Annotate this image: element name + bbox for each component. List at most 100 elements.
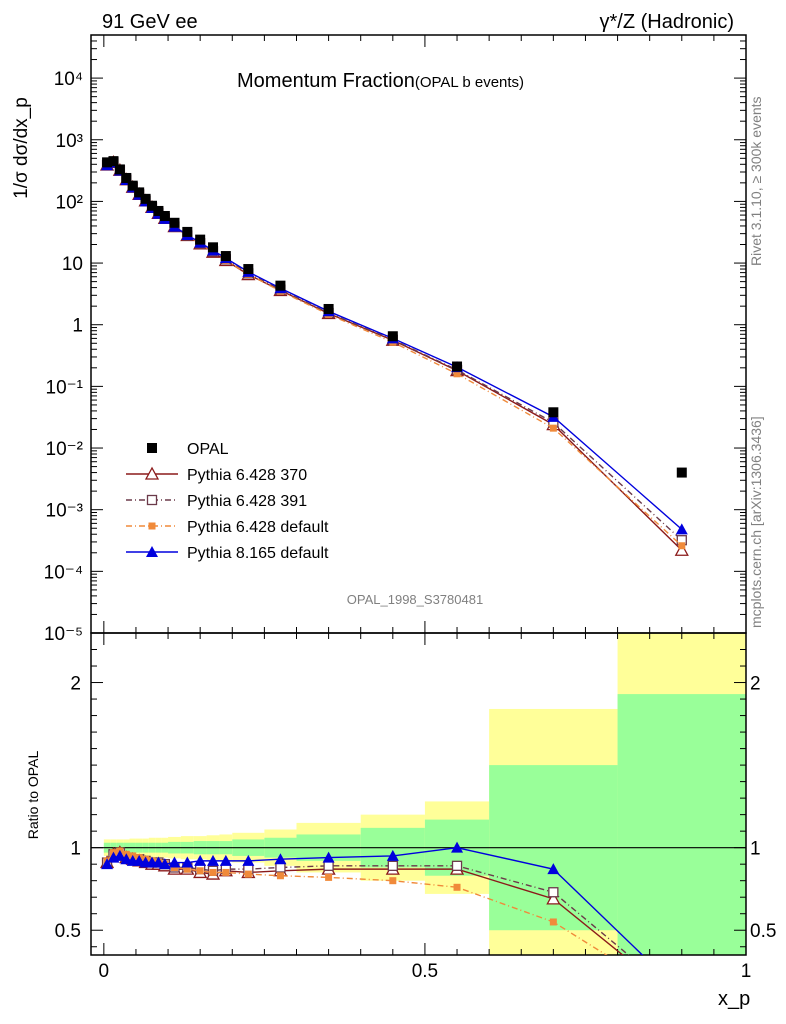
ratio-point-pythia-8-165-default-18 [386, 849, 399, 861]
ratio-point-pythia-6-428-default-13 [209, 868, 217, 876]
legend-label-pythia-6-428-391: Pythia 6.428 391 [187, 493, 307, 510]
ratio-point-pythia-6-428-default-11 [183, 865, 191, 873]
legend-marker-pythia-8-165-default [146, 546, 158, 557]
point-opal-8 [153, 205, 164, 216]
point-opal-1 [108, 156, 119, 167]
legend-marker-pythia-6-428-default [148, 522, 156, 530]
band-green-21 [617, 694, 746, 955]
ratio-point-pythia-6-428-391-17 [323, 860, 334, 871]
main-ytick-label-3: 10⁻² [46, 439, 84, 460]
point-pythia-6-428-370-21 [674, 542, 689, 556]
analysis-id: OPAL_1998_S3780481 [347, 592, 483, 607]
point-opal-3 [121, 172, 132, 183]
point-opal-12 [195, 234, 206, 245]
main-ytick-label-2: 10⁻³ [46, 501, 84, 522]
point-pythia-6-428-default-20 [549, 424, 557, 432]
main-ytick-label-6: 10 [62, 254, 83, 275]
point-opal-16 [275, 280, 286, 291]
legend-marker-opal [147, 443, 157, 453]
ratio-point-pythia-6-428-default-19 [453, 883, 461, 891]
ratio-point-pythia-6-428-default-17 [325, 873, 333, 881]
point-opal-19 [452, 361, 463, 372]
point-opal-13 [208, 242, 219, 253]
point-opal-21 [676, 467, 687, 478]
main-ytick-label-4: 10⁻¹ [46, 377, 84, 398]
ratio-ytick-label-0: 0.5 [55, 921, 81, 942]
point-opal-4 [127, 180, 138, 191]
point-opal-2 [114, 164, 125, 175]
legend: OPAL Pythia 6.428 370 Pythia 6.428 391 Pyth… [126, 441, 329, 562]
ratio-point-pythia-8-165-default-11 [181, 856, 194, 868]
ratio-uncertainty-bands [103, 633, 746, 955]
point-opal-14 [220, 251, 231, 262]
x-axis-label: x_p [718, 988, 750, 1010]
ratio-point-pythia-8-165-default-17 [322, 851, 335, 863]
ratio-ytick-label-2: 2 [70, 674, 81, 695]
ratio-point-pythia-6-428-default-16 [276, 872, 284, 880]
ratio-point-pythia-8-165-default-12 [194, 854, 207, 866]
header-right: γ*/Z (Hadronic) [600, 11, 734, 33]
ratio-point-pythia-8-165-default-19 [451, 841, 464, 853]
ratio-point-pythia-6-428-391-20 [548, 887, 559, 898]
point-opal-10 [169, 217, 180, 228]
point-opal-11 [182, 226, 193, 237]
point-pythia-8-165-default-21 [675, 523, 688, 535]
legend-marker-pythia-6-428-370 [144, 466, 160, 480]
ratio-point-pythia-8-165-default-13 [207, 854, 220, 866]
point-opal-15 [243, 264, 254, 275]
main-ytick-label-9: 10⁴ [54, 69, 83, 90]
legend-label-pythia-6-428-default: Pythia 6.428 default [187, 519, 329, 536]
legend-label-pythia-6-428-370: Pythia 6.428 370 [187, 467, 307, 484]
header-left: 91 GeV ee [102, 11, 198, 33]
ratio-frame-border [90, 632, 747, 956]
legend-label-opal: OPAL [187, 441, 229, 458]
ratio-point-pythia-8-165-default-14 [219, 854, 232, 866]
ratio-point-pythia-8-165-default-20 [547, 863, 560, 875]
ratio-series [99, 841, 644, 955]
legend-label-pythia-8-165-default: Pythia 8.165 default [187, 545, 329, 562]
ratio-point-pythia-8-165-default-16 [274, 853, 287, 865]
point-opal-20 [548, 407, 559, 418]
point-opal-0 [102, 157, 113, 168]
main-ylabel: 1/σ dσ/dx_p [11, 97, 32, 199]
main-subtitle: (OPAL b events) [415, 74, 524, 91]
ratio-point-pythia-6-428-391-19 [451, 860, 463, 871]
legend-marker-pythia-6-428-391 [146, 494, 158, 506]
point-pythia-6-428-default-21 [678, 542, 686, 550]
ratio-point-pythia-6-428-default-15 [244, 870, 252, 878]
ratio-point-pythia-8-165-default-0 [101, 858, 114, 870]
main-series [99, 154, 689, 556]
main-ytick-label-5: 1 [72, 316, 83, 337]
ratio-point-pythia-6-428-default-18 [389, 877, 397, 885]
ratio-point-pythia-6-428-default-20 [549, 918, 557, 926]
point-opal-18 [387, 331, 398, 342]
series-line-pythia-6-428-default [106, 160, 683, 547]
point-opal-9 [159, 210, 170, 221]
ratio-ytick-label-right-2: 2 [750, 674, 761, 695]
ratio-xtick-label-1: 0.5 [412, 961, 438, 982]
rivet-version-label: Rivet 3.1.10, ≥ 300k events [748, 96, 764, 266]
main-ytick-label-7: 10² [56, 192, 83, 213]
point-opal-6 [140, 193, 151, 204]
mcplots-label: mcplots.cern.ch [arXiv:1306.3436] [748, 416, 764, 628]
ratio-point-pythia-6-428-default-14 [222, 868, 230, 876]
point-pythia-6-428-default-19 [453, 370, 461, 378]
ratio-panel: 0 0.5 1 0.5 0.5 1 1 2 2 [55, 632, 776, 982]
ratio-point-pythia-8-165-default-15 [242, 854, 255, 866]
ratio-ytick-label-right-0: 0.5 [750, 921, 776, 942]
ratio-ylabel: Ratio to OPAL [25, 751, 41, 840]
ratio-point-pythia-6-428-391-16 [275, 862, 286, 873]
ratio-xtick-label-2: 1 [741, 961, 752, 982]
main-ytick-label-8: 10³ [56, 131, 83, 152]
main-title: Momentum Fraction(OPAL b events) [237, 70, 524, 92]
point-opal-5 [134, 187, 145, 198]
ratio-ytick-label-right-1: 1 [750, 839, 761, 860]
ratio-group-pythia-8-165-default [101, 841, 644, 955]
ratio-point-pythia-6-428-370-20 [546, 891, 561, 905]
point-opal-17 [323, 303, 334, 314]
ratio-point-pythia-8-165-default-9 [158, 858, 171, 870]
main-title-text: Momentum Fraction [237, 70, 415, 92]
ratio-point-pythia-6-428-default-12 [196, 867, 204, 875]
main-ytick-label-0: 10⁻⁵ [44, 624, 83, 645]
